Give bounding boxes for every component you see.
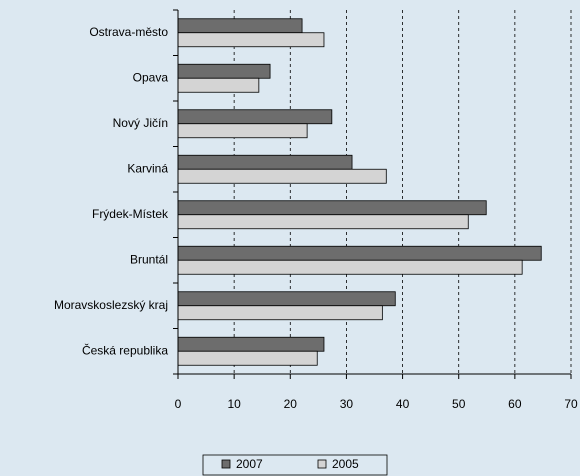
legend-label: 2007 — [236, 457, 263, 471]
bar — [177, 18, 303, 34]
x-tick-label: 0 — [175, 397, 182, 411]
legend-swatch — [221, 459, 231, 469]
bar — [177, 109, 333, 125]
y-tick-label: Bruntál — [130, 252, 168, 266]
bar — [177, 214, 469, 230]
legend-box — [202, 454, 388, 476]
bar — [177, 154, 353, 170]
y-tick-label: Ostrava-město — [89, 25, 168, 39]
bar — [177, 350, 318, 366]
bar — [177, 291, 396, 307]
bar — [177, 77, 260, 93]
x-tick-label: 70 — [564, 397, 578, 411]
y-tick-label: Nový Jičín — [113, 116, 168, 130]
x-tick-label: 50 — [452, 397, 466, 411]
legend-label: 2005 — [332, 457, 359, 471]
bar — [177, 63, 271, 79]
bar — [177, 32, 325, 48]
y-tick-label: Česká republika — [82, 342, 168, 357]
y-tick-label: Opava — [133, 70, 169, 84]
bar — [177, 168, 387, 184]
bar — [177, 200, 487, 216]
bar — [177, 336, 325, 352]
y-tick-label: Frýdek-Místek — [92, 207, 169, 221]
x-tick-label: 10 — [227, 397, 241, 411]
y-tick-label: Karviná — [127, 161, 168, 175]
x-tick-label: 20 — [284, 397, 298, 411]
bar — [177, 123, 308, 139]
bar — [177, 305, 383, 321]
x-tick-label: 60 — [508, 397, 522, 411]
y-tick-label: Moravskoslezský kraj — [54, 298, 168, 312]
legend-swatch — [317, 459, 327, 469]
x-tick-label: 40 — [396, 397, 410, 411]
x-tick-label: 30 — [340, 397, 354, 411]
bar — [177, 245, 542, 261]
bar — [177, 259, 523, 275]
